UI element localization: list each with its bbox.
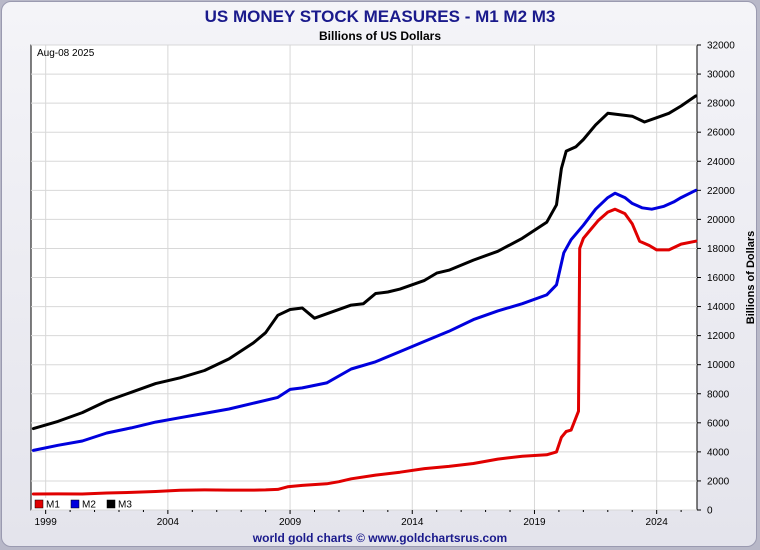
y-tick-label: 24000 (707, 157, 735, 168)
y-tick-label: 26000 (707, 128, 735, 139)
y-tick-label: 4000 (707, 447, 730, 458)
series-line-m2 (31, 188, 698, 452)
y-tick-label: 20000 (707, 215, 735, 226)
y-tick-label: 12000 (707, 331, 735, 342)
y-axis-title: Billions of Dollars (745, 231, 757, 325)
legend-label-m3: M3 (118, 500, 132, 511)
x-axis: 1999 2004 2009 2014 2019 2024 (35, 510, 682, 528)
x-tick-label: 2004 (157, 517, 180, 528)
date-label: Aug-08 2025 (37, 48, 95, 59)
y-tick-label: 8000 (707, 389, 730, 400)
legend-label-m1: M1 (46, 500, 60, 511)
x-tick-label: 2019 (523, 517, 546, 528)
series-line-m3 (31, 94, 698, 431)
grid-lines (31, 44, 697, 511)
legend: M1 M2 M3 (32, 498, 162, 511)
x-tick-label: 2024 (646, 517, 669, 528)
y-tick-label: 10000 (707, 360, 735, 371)
legend-swatch-m3 (106, 499, 116, 509)
credit-text: world gold charts © www.goldchartsrus.co… (252, 531, 507, 545)
y-tick-label: 6000 (707, 418, 730, 429)
y-tick-label: 16000 (707, 273, 735, 284)
y-tick-label: 30000 (707, 70, 735, 81)
legend-background (32, 498, 162, 509)
y-tick-label: 2000 (707, 476, 730, 487)
y-axis: 0 2000 4000 6000 8000 10000 12000 14000 16000 180… (697, 41, 735, 517)
series-line-m1 (31, 207, 698, 496)
legend-swatch-m1 (34, 499, 44, 509)
chart-title: US MONEY STOCK MEASURES - M1 M2 M3 (205, 7, 556, 26)
x-tick-label: 2009 (279, 517, 302, 528)
legend-label-m2: M2 (82, 500, 96, 511)
x-tick-label: 1999 (35, 517, 58, 528)
y-tick-label: 14000 (707, 302, 735, 313)
y-tick-label: 18000 (707, 244, 735, 255)
chart-subtitle: Billions of US Dollars (319, 29, 441, 43)
x-tick-label: 2014 (401, 517, 424, 528)
y-tick-label: 32000 (707, 41, 735, 52)
series-layer (31, 94, 698, 496)
legend-swatch-m2 (70, 499, 80, 509)
y-tick-label: 0 (707, 506, 713, 517)
y-tick-label: 28000 (707, 99, 735, 110)
y-tick-label: 22000 (707, 186, 735, 197)
